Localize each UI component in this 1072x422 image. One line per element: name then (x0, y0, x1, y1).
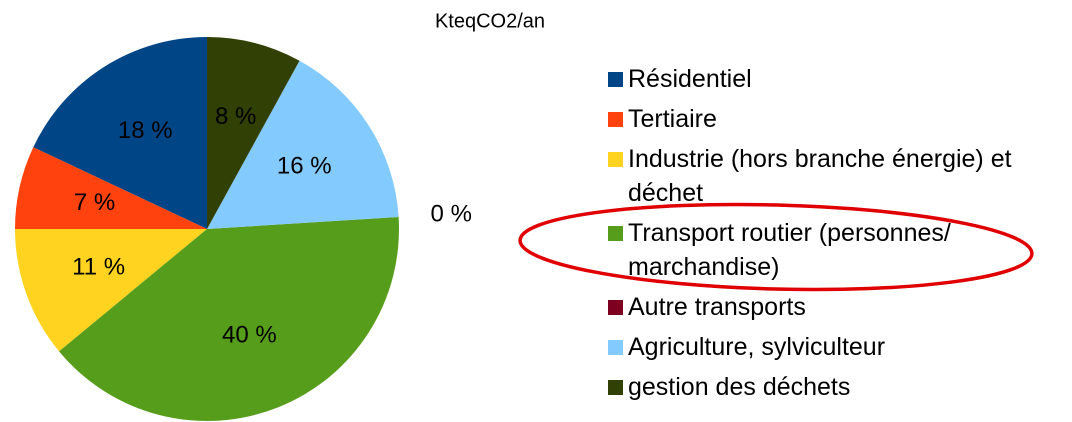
legend-swatch (608, 380, 623, 395)
slice-label: 11 % (72, 253, 125, 280)
legend-swatch (608, 152, 623, 167)
slice-label: 18 % (118, 117, 173, 144)
legend-entry: Autre transports (608, 290, 1038, 324)
slice-label: 0 % (431, 200, 472, 227)
highlight-ellipse (518, 202, 1034, 292)
legend-label: Résidentiel (628, 65, 752, 93)
pie-slice (207, 37, 300, 229)
legend-label: Transport routier (personnes/ marchandis… (628, 219, 951, 281)
legend-entry: Agriculture, sylviculteur (608, 330, 1038, 364)
legend-swatch (608, 72, 623, 87)
pie: 18 % 7 % 11 % 40 % 0 % 16 % 8 % (15, 37, 472, 422)
legend-entry: Résidentiel (608, 62, 1038, 96)
pie-slice (59, 216, 399, 422)
legend-swatch (608, 112, 623, 127)
pie-slice (15, 229, 207, 352)
legend-label: Tertiaire (628, 105, 717, 133)
legend-entry: gestion des déchets (608, 370, 1038, 404)
legend-swatch (608, 300, 623, 315)
slice-label: 16 % (277, 153, 332, 180)
legend-label: Industrie (hors branche énergie) et déch… (628, 145, 1012, 207)
slice-label: 8 % (215, 103, 256, 130)
legend-entry: Transport routier (personnes/ marchandis… (608, 216, 1038, 284)
pie-slice (207, 60, 399, 230)
pie-slice (33, 37, 207, 229)
slice-label: 7 % (74, 189, 115, 216)
pie-slice (15, 147, 207, 229)
legend-swatch (608, 340, 623, 355)
legend: Résidentiel Tertiaire Industrie (hors bran… (608, 62, 1038, 404)
legend-swatch (608, 226, 623, 241)
legend-label: gestion des déchets (628, 373, 851, 401)
legend-entry: Industrie (hors branche énergie) et déch… (608, 142, 1038, 210)
legend-label: Agriculture, sylviculteur (628, 333, 886, 361)
slice-label: 40 % (222, 321, 277, 348)
legend-entry: Tertiaire (608, 102, 1038, 136)
legend-label: Autre transports (628, 293, 806, 321)
chart-title: KteqCO2/an (435, 10, 545, 32)
